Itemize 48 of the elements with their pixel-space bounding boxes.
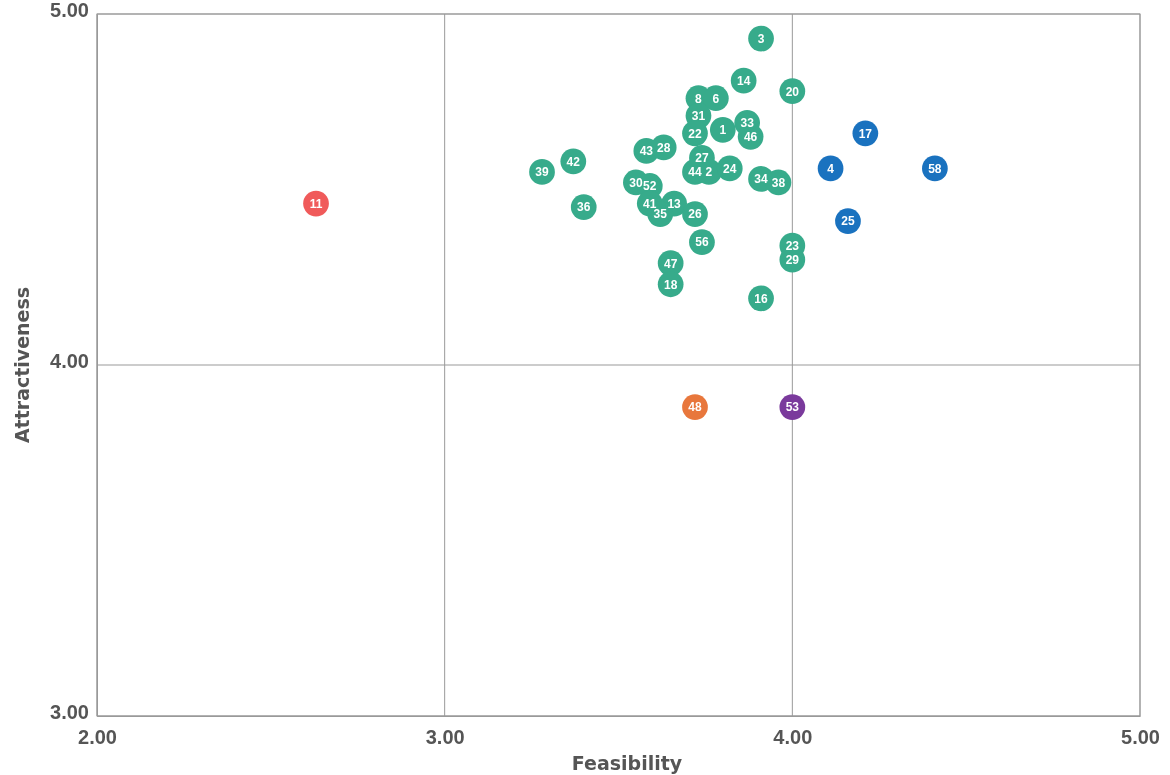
x-tick-label: 2.00 (78, 726, 117, 749)
annotation: 46 (743, 130, 758, 145)
annotation: 1 (719, 123, 727, 138)
annotation: 34 (754, 172, 769, 187)
annotation: 29 (785, 253, 800, 268)
annotation: 20 (785, 84, 800, 99)
annotation: 13 (667, 196, 682, 211)
annotation: 44 (688, 165, 702, 180)
annotation: 22 (688, 126, 702, 141)
annotation: 26 (688, 207, 702, 222)
annotation: 16 (754, 291, 769, 306)
annotation: 2 (705, 165, 713, 180)
annotation: 27 (695, 151, 709, 166)
annotation: 42 (566, 154, 581, 169)
annotation: 3 (757, 31, 765, 46)
annotation: 11 (309, 196, 323, 211)
y-axis-title: Attractiveness (11, 286, 33, 444)
annotation: 43 (639, 144, 654, 159)
annotation: 47 (663, 256, 678, 271)
annotation: 36 (577, 200, 591, 215)
annotation: 38 (771, 175, 786, 190)
annotation: 18 (663, 277, 678, 292)
annotation: 6 (712, 91, 720, 106)
annotation: 30 (629, 175, 643, 190)
y-tick-label: 5.00 (50, 0, 89, 21)
x-tick-label: 5.00 (1121, 726, 1160, 749)
annotation: 39 (535, 165, 550, 180)
annotation: 56 (695, 235, 709, 250)
annotation: 24 (723, 161, 737, 176)
x-axis-title: Feasibility (571, 752, 683, 774)
annotation: 23 (785, 238, 800, 253)
annotation: 4 (827, 161, 835, 176)
annotation: 53 (785, 400, 800, 415)
annotation: 31 (691, 109, 706, 124)
annotation: 25 (841, 214, 855, 229)
y-tick-label: 3.00 (50, 700, 89, 723)
annotation: 28 (657, 140, 671, 155)
annotation: 33 (740, 116, 755, 131)
annotation: 8 (695, 91, 703, 106)
annotation: 48 (688, 400, 702, 415)
annotation: 17 (858, 126, 873, 141)
annotation: 52 (643, 179, 657, 194)
x-tick-label: 3.00 (425, 726, 465, 749)
y-tick-label: 4.00 (50, 349, 89, 372)
annotation: 14 (736, 74, 751, 89)
annotation: 58 (928, 161, 942, 176)
x-tick-label: 4.00 (773, 726, 813, 749)
annotation: 35 (653, 207, 668, 222)
